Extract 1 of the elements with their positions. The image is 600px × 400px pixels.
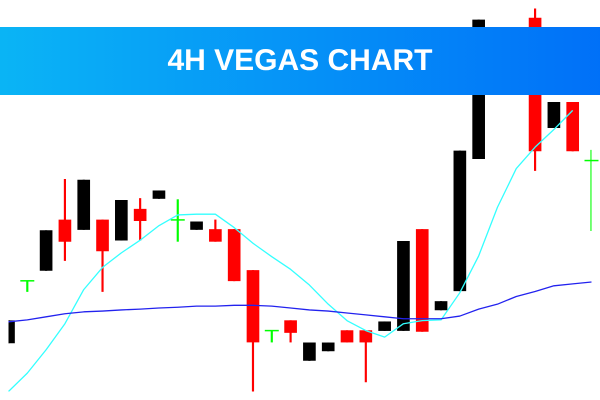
title-banner: 4H VEGAS CHART xyxy=(0,27,600,95)
